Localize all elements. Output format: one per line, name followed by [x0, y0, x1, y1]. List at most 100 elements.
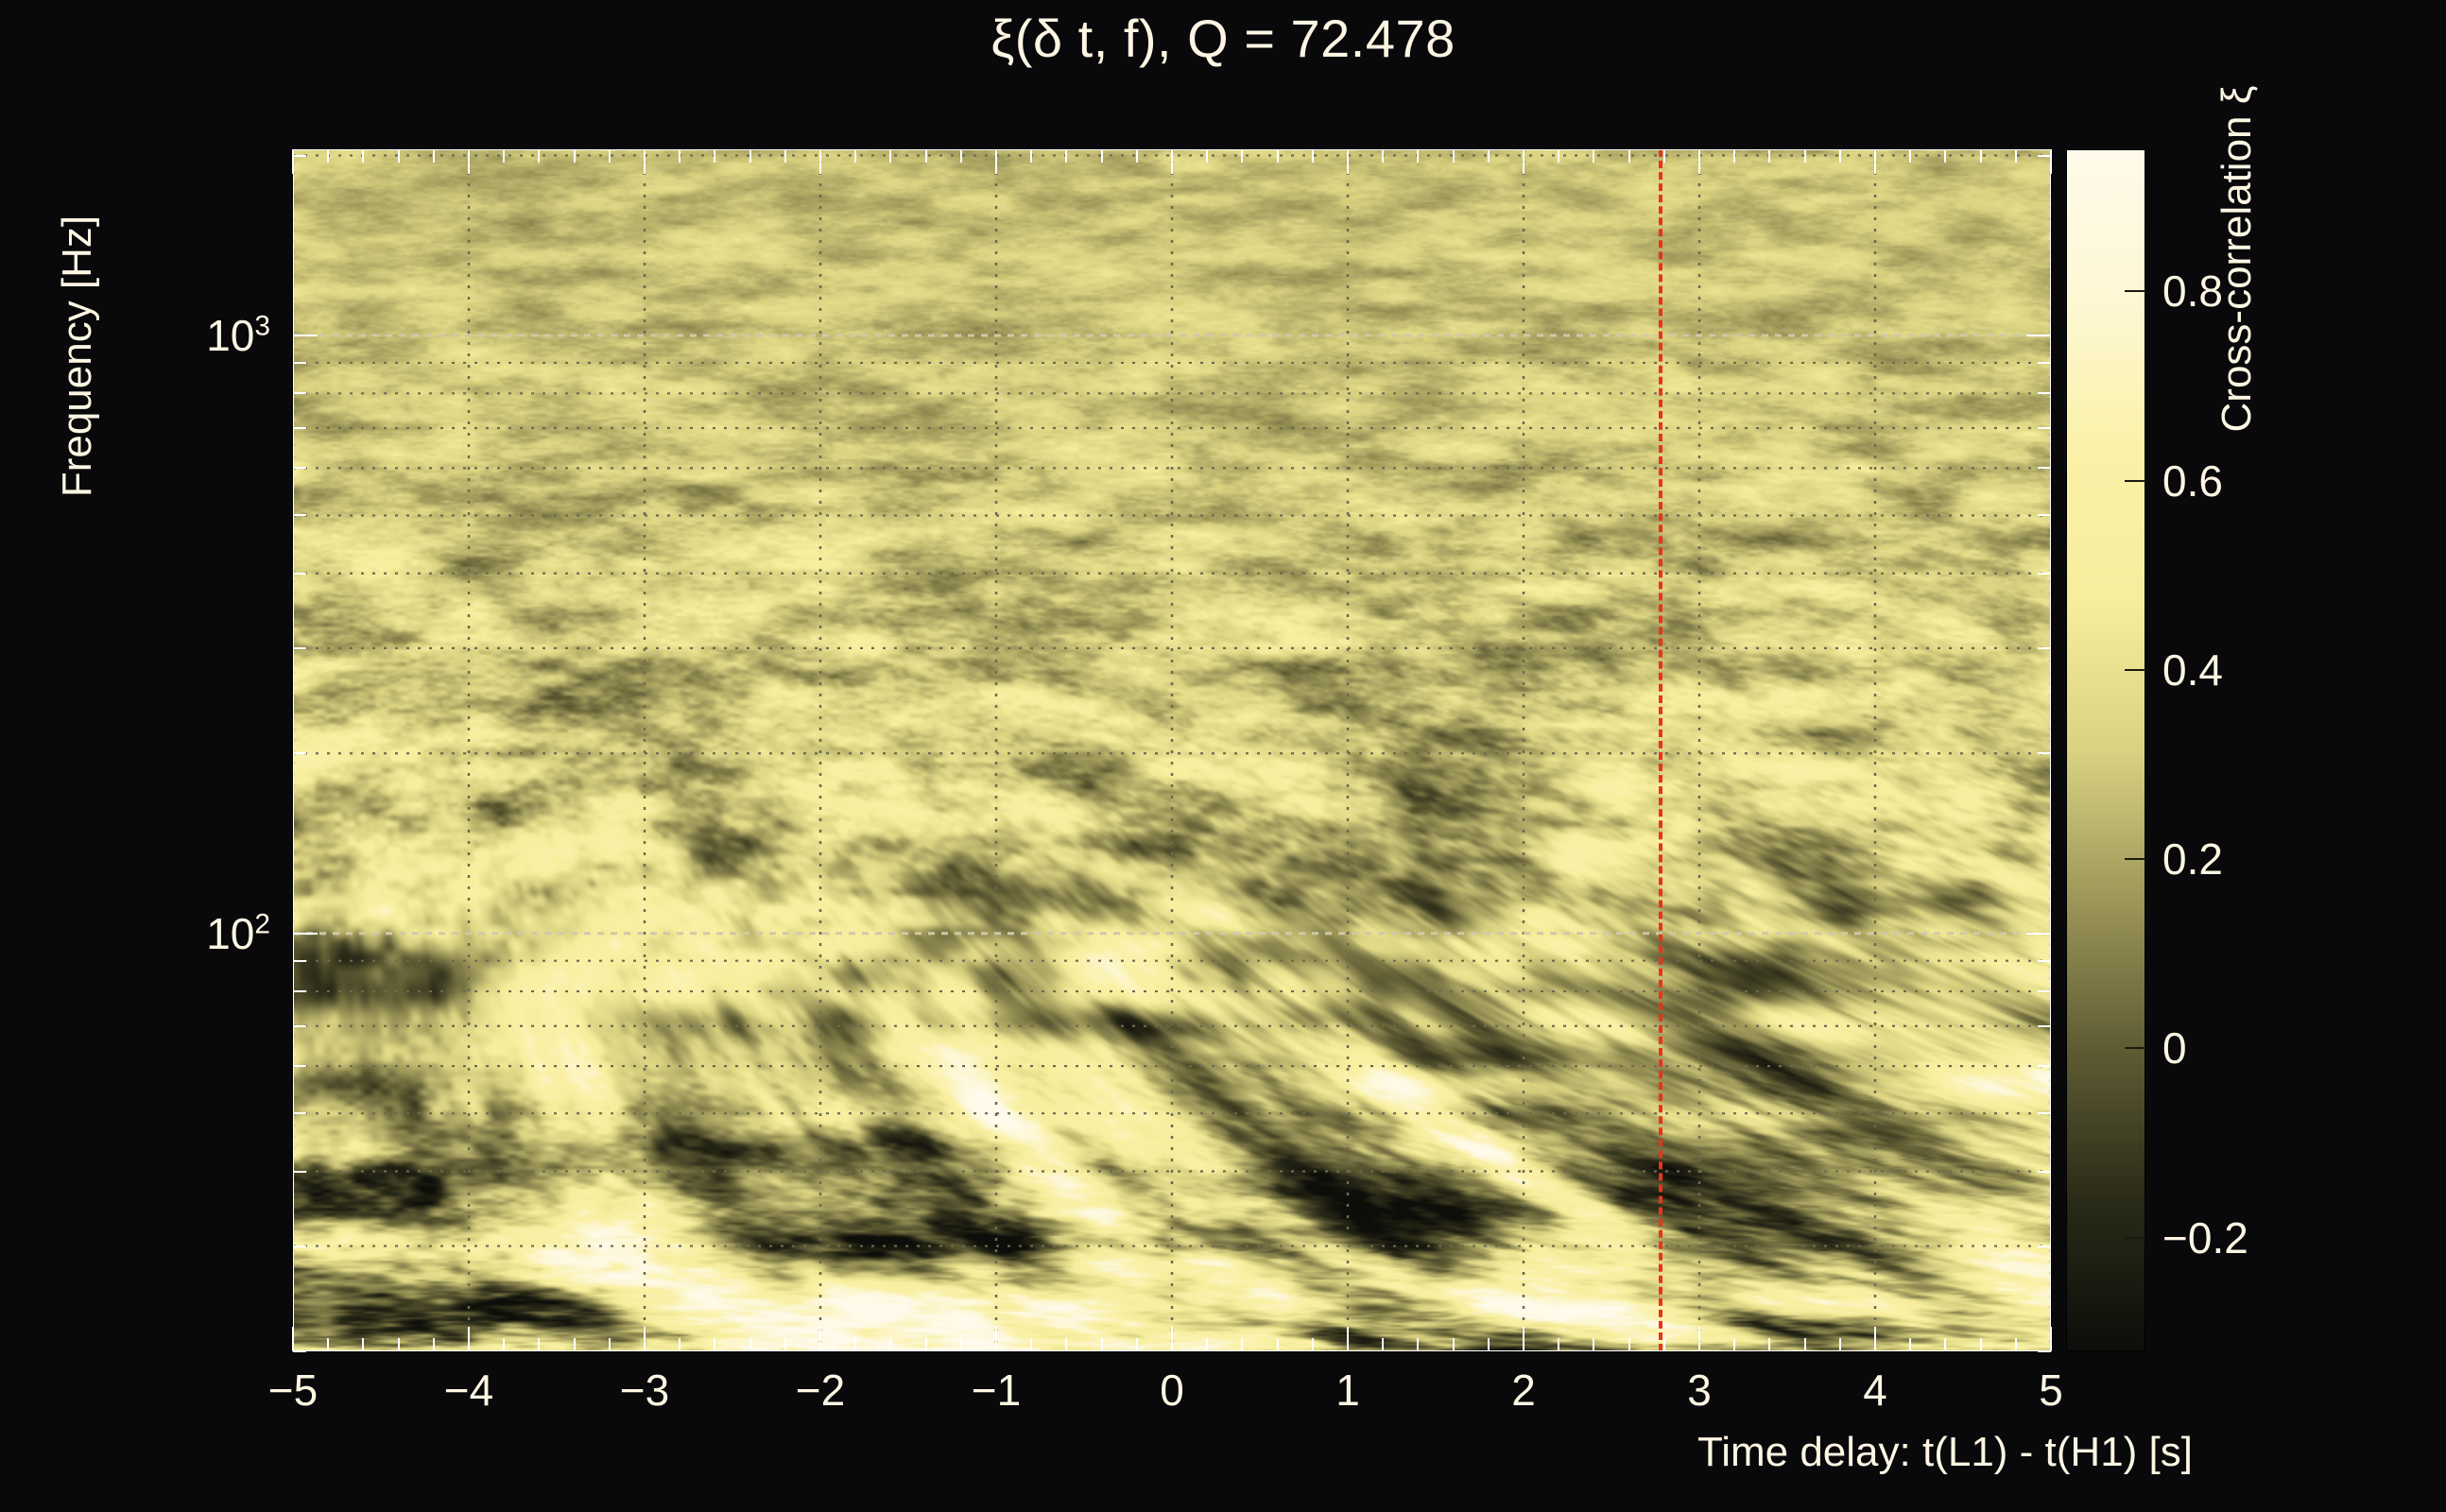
x-tick-minor-top	[1909, 149, 1912, 163]
y-tick-right	[2038, 467, 2051, 470]
y-tick-right	[2038, 959, 2051, 962]
x-tick-minor	[959, 1338, 962, 1351]
x-tick-minor	[1417, 1338, 1420, 1351]
y-tick-right	[2038, 1350, 2051, 1352]
x-tick-minor-top	[1417, 149, 1420, 163]
x-tick-minor-top	[1382, 149, 1385, 163]
x-tick-minor-top	[1838, 149, 1841, 163]
x-tick-minor-top	[327, 149, 330, 163]
y-tick-label: 102	[206, 908, 270, 958]
colorbar-tick	[2125, 858, 2145, 861]
x-tick-minor-top	[573, 149, 576, 163]
y-tick-right	[2038, 1024, 2051, 1027]
y-tick-right	[2026, 334, 2051, 336]
x-tick-minor	[1452, 1338, 1455, 1351]
x-tick-minor-top	[1768, 149, 1771, 163]
y-tick-minor	[293, 427, 306, 429]
x-tick-minor	[889, 1338, 892, 1351]
x-tick-top	[819, 149, 821, 174]
peak-delay-marker-line	[1659, 149, 1663, 1351]
heatmap-plot-area	[293, 149, 2051, 1351]
x-tick-top	[644, 149, 646, 174]
x-tick-label: −3	[619, 1366, 670, 1415]
x-tick-minor-top	[1803, 149, 1806, 163]
y-tick-right	[2038, 361, 2051, 364]
x-tick-minor	[1241, 1338, 1244, 1351]
y-tick-minor	[293, 1170, 306, 1173]
x-tick-minor	[1065, 1338, 1068, 1351]
x-tick-label: −2	[795, 1366, 846, 1415]
x-tick-top	[468, 149, 470, 174]
x-tick-minor	[1206, 1338, 1209, 1351]
y-tick-right	[2038, 752, 2051, 755]
x-tick-major	[1523, 1327, 1524, 1351]
x-tick-minor	[397, 1338, 400, 1351]
x-tick-minor-top	[1662, 149, 1665, 163]
x-tick-label: 0	[1160, 1366, 1184, 1415]
x-tick-minor-top	[1241, 149, 1244, 163]
y-tick-minor	[293, 752, 306, 755]
x-tick-minor-top	[1311, 149, 1314, 163]
y-tick-minor	[293, 1350, 306, 1352]
x-tick-label: 4	[1863, 1366, 1887, 1415]
colorbar-tick-label: 0	[2162, 1023, 2187, 1074]
colorbar-title: Cross-correlation ξ	[2213, 85, 2260, 433]
y-tick-right	[2038, 514, 2051, 517]
x-tick-minor-top	[362, 149, 365, 163]
x-tick-minor-top	[1452, 149, 1455, 163]
x-tick-minor-top	[1733, 149, 1736, 163]
colorbar-tick-label: 0.2	[2162, 834, 2223, 885]
x-tick-minor	[573, 1338, 576, 1351]
colorbar-tick-label: −0.2	[2162, 1212, 2248, 1263]
colorbar-tick	[2125, 1236, 2145, 1239]
y-tick-right	[2038, 154, 2051, 157]
colorbar-tick-label: 0.8	[2162, 266, 2223, 317]
y-tick-right	[2038, 1065, 2051, 1068]
colorbar-tick	[2125, 668, 2145, 671]
y-tick-right	[2038, 427, 2051, 429]
x-tick-top	[1171, 149, 1173, 174]
x-tick-minor-top	[959, 149, 962, 163]
x-tick-major	[819, 1327, 821, 1351]
x-tick-minor-top	[397, 149, 400, 163]
x-tick-major	[995, 1327, 997, 1351]
x-tick-label: −4	[443, 1366, 494, 1415]
x-tick-minor-top	[1030, 149, 1033, 163]
x-tick-label: 3	[1687, 1366, 1712, 1415]
y-tick-minor	[293, 392, 306, 395]
y-tick-minor	[293, 154, 306, 157]
x-tick-major	[468, 1327, 470, 1351]
x-tick-minor-top	[1100, 149, 1103, 163]
chart-title: ξ(δ t, f), Q = 72.478	[990, 9, 1456, 68]
colorbar-tick	[2125, 1047, 2145, 1050]
x-tick-top	[292, 149, 294, 174]
x-tick-minor-top	[1276, 149, 1279, 163]
x-tick-minor	[1838, 1338, 1841, 1351]
x-tick-minor	[924, 1338, 927, 1351]
y-tick-minor	[293, 959, 306, 962]
y-tick-right	[2038, 1245, 2051, 1247]
x-tick-minor	[1593, 1338, 1595, 1351]
x-tick-top	[2050, 149, 2052, 174]
x-tick-minor-top	[749, 149, 751, 163]
x-tick-minor-top	[1979, 149, 1982, 163]
x-tick-minor-top	[1944, 149, 1947, 163]
x-tick-minor	[327, 1338, 330, 1351]
y-tick-right	[2038, 392, 2051, 395]
x-tick-minor-top	[1135, 149, 1138, 163]
x-tick-minor-top	[538, 149, 541, 163]
y-tick-right	[2038, 646, 2051, 649]
x-tick-major	[1698, 1327, 1700, 1351]
y-tick-right	[2038, 990, 2051, 993]
y-tick-minor	[293, 361, 306, 364]
x-tick-label: −5	[267, 1366, 319, 1415]
colorbar-tick-label: 0.4	[2162, 644, 2223, 695]
x-tick-minor-top	[2014, 149, 2017, 163]
x-tick-minor	[1311, 1338, 1314, 1351]
y-tick-minor	[293, 1024, 306, 1027]
x-tick-major	[2050, 1327, 2052, 1351]
x-tick-minor-top	[1487, 149, 1490, 163]
x-tick-minor-top	[1065, 149, 1068, 163]
x-tick-minor	[1558, 1338, 1560, 1351]
